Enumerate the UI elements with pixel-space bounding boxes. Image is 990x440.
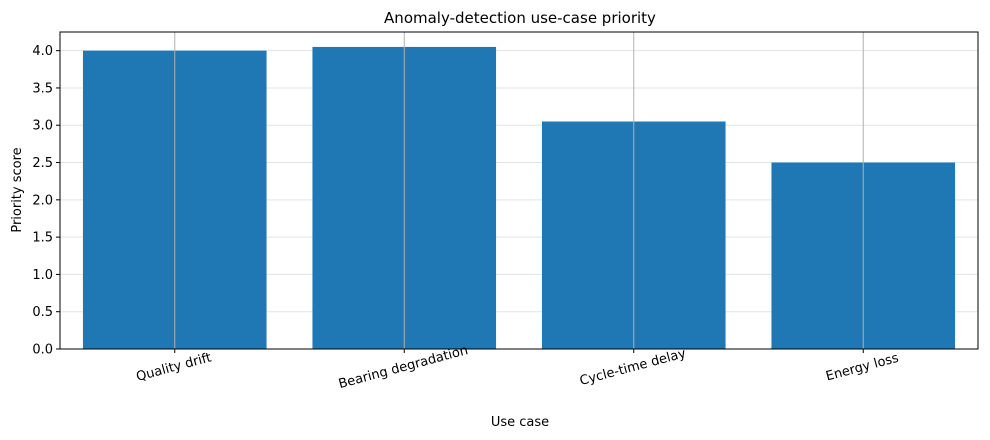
x-tick-label: Quality drift [135, 350, 214, 384]
y-tick-label: 0.0 [32, 343, 53, 358]
y-axis-ticks: 0.0 0.5 1.0 1.5 2.0 2.5 3.0 3.5 4.0 [32, 44, 60, 358]
y-tick-label: 3.0 [32, 119, 53, 134]
y-tick-label: 4.0 [32, 44, 53, 59]
x-tick-label: Bearing degradation [337, 343, 470, 392]
y-tick-label: 2.0 [32, 193, 53, 208]
chart-title: Anomaly-detection use-case priority [384, 9, 656, 27]
y-tick-label: 1.0 [32, 268, 53, 283]
y-tick-label: 0.5 [32, 305, 53, 320]
y-tick-label: 3.5 [32, 81, 53, 96]
plot-frame [59, 31, 979, 350]
x-axis-title: Use case [491, 415, 549, 430]
bar-layer [82, 46, 956, 349]
x-tick-label: Cycle-time delay [578, 346, 688, 389]
x-grid-layer [174, 32, 864, 349]
x-axis-ticks: Quality drift Bearing degradation Cycle-ti… [135, 343, 901, 392]
y-tick-label: 2.5 [32, 156, 53, 171]
x-tick-label: Energy loss [824, 351, 900, 385]
y-tick-label: 1.5 [32, 231, 53, 246]
y-axis-title: Priority score [10, 147, 25, 232]
